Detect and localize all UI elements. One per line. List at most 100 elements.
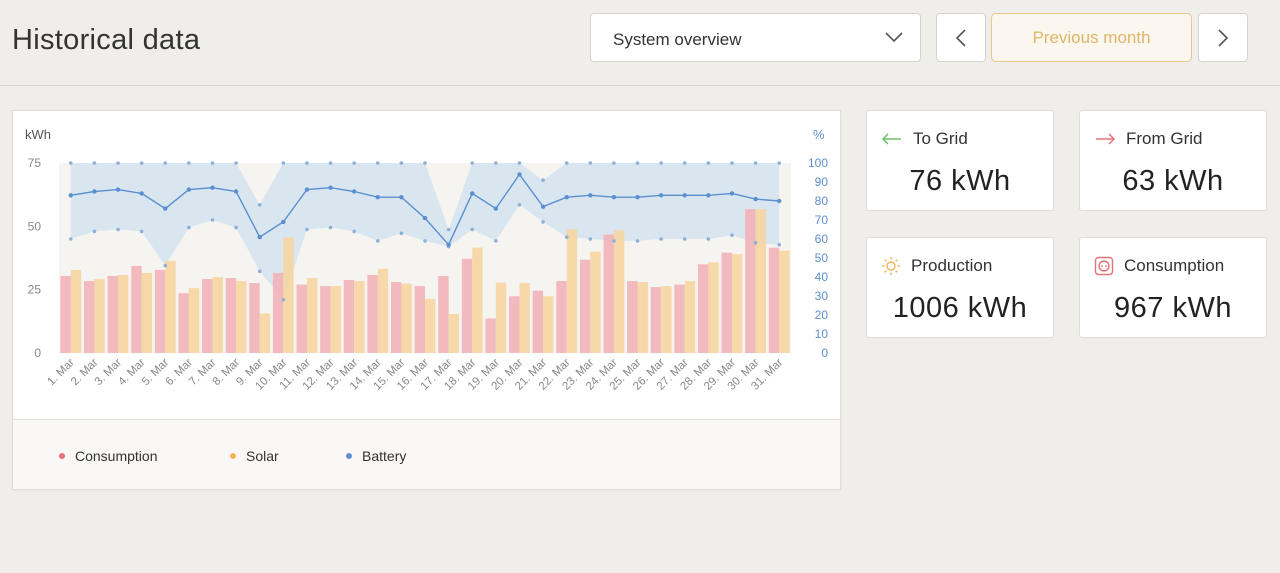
bar-solar [70, 269, 82, 353]
battery-min-point [305, 227, 309, 232]
next-button[interactable] [1198, 13, 1248, 62]
previous-month-button[interactable]: Previous month [991, 13, 1192, 62]
previous-button[interactable] [936, 13, 986, 62]
legend-label-consumption: Consumption [75, 448, 158, 464]
battery-point [682, 193, 687, 198]
battery-min-point [92, 229, 97, 234]
battery-point [446, 242, 451, 247]
battery-min-point [706, 237, 711, 241]
bar-consumption [84, 281, 95, 353]
bar-solar [755, 209, 766, 353]
stat-to-grid-label: To Grid [913, 129, 968, 148]
battery-point [611, 195, 617, 200]
battery-max-point [92, 161, 97, 165]
battery-point [115, 187, 121, 192]
y-tick-left: 75 [28, 156, 42, 170]
battery-min-point [777, 242, 781, 247]
battery-point [753, 196, 758, 202]
battery-min-point [163, 263, 168, 268]
battery-max-point [635, 161, 640, 165]
bar-solar [590, 251, 601, 353]
chevron-right-icon [1218, 28, 1229, 47]
arrow-left-icon [881, 133, 901, 145]
battery-max-point [305, 161, 309, 165]
stat-consumption-label: Consumption [1124, 256, 1225, 275]
bar-consumption [131, 265, 142, 353]
legend-label-battery: Battery [362, 448, 407, 464]
y-tick-right: 10 [815, 327, 829, 341]
bar-solar [330, 286, 341, 353]
bar-consumption [509, 296, 520, 353]
bar-solar [779, 250, 790, 353]
battery-range-band [70, 163, 780, 300]
bar-solar [236, 281, 247, 353]
legend-dot-battery [346, 453, 352, 459]
battery-min-point [564, 235, 569, 239]
view-select[interactable]: System overview [590, 13, 921, 62]
battery-point [517, 172, 522, 177]
battery-point [257, 234, 262, 240]
y-tick-left: 0 [34, 346, 41, 360]
bar-consumption [390, 282, 402, 353]
battery-point [163, 206, 168, 211]
stat-production-value: 1006 kWh [892, 292, 1028, 324]
bar-solar [377, 268, 389, 353]
bar-solar [637, 282, 648, 353]
battery-max-point [69, 161, 73, 165]
y-tick-right: 30 [815, 289, 829, 303]
battery-point [328, 185, 333, 190]
legend-dot-solar [230, 453, 236, 459]
bar-consumption [178, 293, 189, 353]
battery-point [139, 191, 144, 196]
bar-consumption [768, 247, 780, 353]
battery-point [399, 195, 404, 200]
bar-solar [283, 237, 294, 353]
battery-min-point [517, 203, 522, 207]
bar-consumption [296, 284, 307, 353]
bar-solar [259, 313, 271, 353]
battery-min-point [541, 220, 545, 224]
battery-min-point [281, 298, 286, 302]
battery-point [281, 219, 286, 225]
legend-solar[interactable]: Solar [230, 448, 279, 464]
bar-solar [401, 283, 412, 353]
bar-consumption [272, 272, 284, 353]
view-select-value: System overview [613, 30, 742, 49]
battery-point [470, 191, 475, 196]
y-tick-right: 0 [821, 346, 828, 360]
legend-consumption[interactable]: Consumption [59, 448, 158, 464]
battery-max-point [328, 161, 333, 165]
bar-consumption [485, 318, 496, 353]
bar-solar [543, 296, 554, 353]
bar-solar [188, 288, 200, 353]
bar-solar [448, 313, 460, 353]
battery-min-point [234, 225, 238, 230]
bar-solar [306, 278, 318, 353]
battery-min-point [588, 237, 593, 241]
stat-to-grid-value: 76 kWh [909, 165, 1011, 197]
bar-consumption [225, 278, 237, 353]
legend-dot-consumption [59, 453, 65, 459]
battery-max-point [281, 161, 286, 165]
legend-battery[interactable]: Battery [346, 448, 406, 464]
y-tick-left: 50 [28, 219, 42, 233]
battery-min-point [730, 233, 734, 237]
battery-max-point [588, 161, 593, 165]
header-bar: Historical data System overview Previous… [0, 0, 1280, 86]
stat-from-grid-label: From Grid [1126, 129, 1203, 148]
chart-card: kWh% 0 25 50 75 0 10 20 30 40 50 60 70 80 90 100 1. Mar 2… [12, 110, 841, 490]
bar-consumption [603, 234, 614, 353]
bar-solar [141, 272, 153, 353]
bar-solar [731, 254, 743, 353]
battery-max-point [423, 161, 427, 165]
y-tick-right: 90 [815, 175, 829, 189]
battery-point [375, 195, 380, 200]
battery-max-point [564, 161, 569, 165]
battery-min-point [682, 237, 687, 241]
bar-consumption [343, 280, 355, 353]
battery-min-point [116, 227, 120, 232]
stat-from-grid-value: 63 kWh [1122, 165, 1224, 197]
battery-min-point [210, 218, 215, 222]
bar-consumption [745, 209, 756, 353]
